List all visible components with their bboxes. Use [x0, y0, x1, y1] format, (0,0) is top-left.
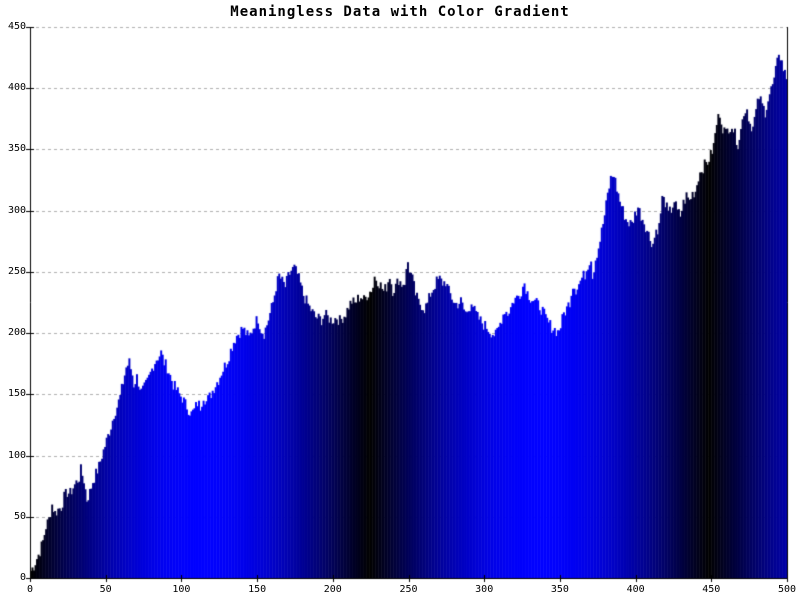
x-tick-label: 250	[399, 584, 418, 595]
x-tick-label: 150	[248, 584, 267, 595]
x-tick-label: 50	[99, 584, 112, 595]
y-tick-label: 200	[7, 327, 26, 339]
x-tick-label: 350	[550, 584, 569, 595]
y-tick-label: 300	[7, 204, 26, 216]
x-tick-label: 400	[626, 584, 645, 595]
x-tick-label: 0	[26, 584, 34, 595]
y-tick-label: 400	[7, 82, 26, 94]
chart-title: Meaningless Data with Color Gradient	[230, 4, 570, 20]
y-tick-label: 50	[13, 510, 26, 522]
y-tick-label: 0	[19, 572, 26, 583]
y-tick-label: 350	[7, 143, 26, 155]
y-tick-label: 100	[7, 449, 26, 461]
x-tick-label: 300	[475, 584, 494, 595]
x-tick-label: 500	[777, 584, 797, 595]
x-tick-label: 100	[172, 584, 191, 595]
y-tick-label: 250	[7, 265, 26, 277]
y-tick-label: 150	[7, 388, 26, 400]
y-tick-label: 450	[7, 21, 26, 32]
x-tick-label: 200	[323, 584, 342, 595]
x-tick-label: 450	[702, 584, 721, 595]
